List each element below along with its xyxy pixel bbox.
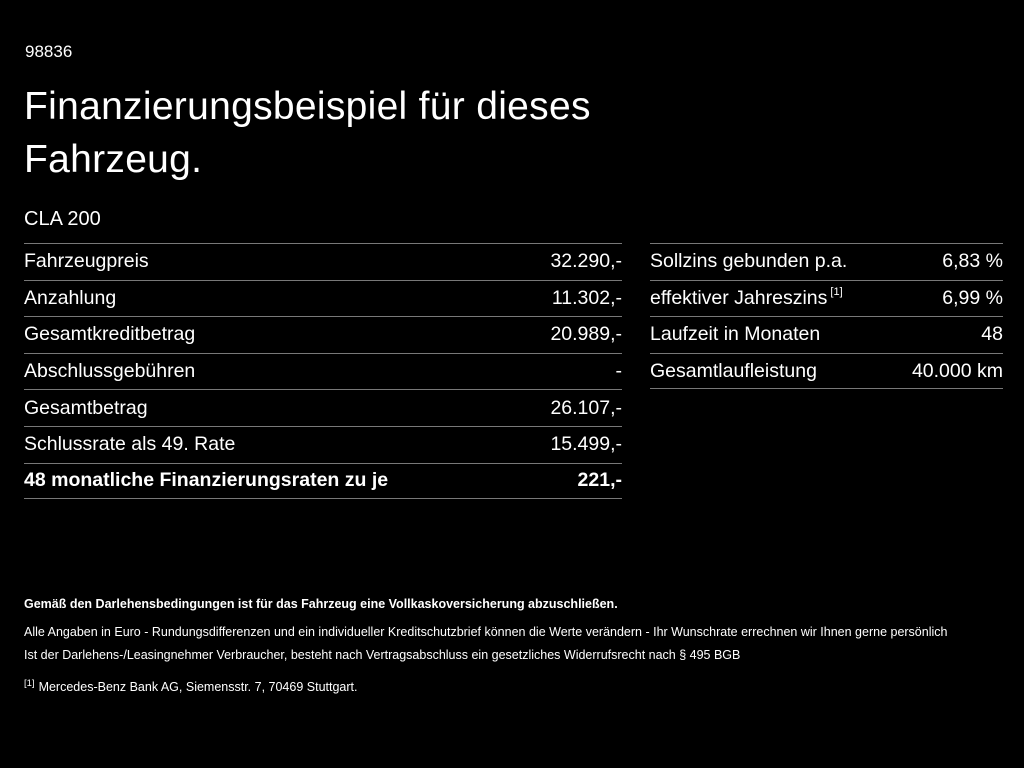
table-row-schlussrate: Schlussrate als 49. Rate 15.499,-: [24, 425, 622, 463]
row-value: -: [615, 360, 623, 383]
row-label: effektiver Jahreszins [1]: [650, 286, 843, 309]
row-label: Gesamtkreditbetrag: [24, 323, 196, 346]
row-label: Laufzeit in Monaten: [650, 323, 821, 346]
row-label: Gesamtlaufleistung: [650, 359, 817, 382]
row-label: Gesamtbetrag: [24, 396, 148, 419]
table-row-monatsrate: 48 monatliche Finanzierungsraten zu je 2…: [24, 462, 622, 500]
row-value: 20.989,-: [550, 323, 622, 346]
row-label: 48 monatliche Finanzierungsraten zu je: [24, 469, 389, 492]
row-label: Sollzins gebunden p.a.: [650, 250, 848, 273]
reference-number: 98836: [25, 42, 73, 61]
vehicle-model: CLA 200: [24, 208, 101, 230]
table-row-laufzeit: Laufzeit in Monaten 48: [650, 316, 1003, 353]
conditions-table: Sollzins gebunden p.a. 6,83 % effektiver…: [650, 243, 1003, 390]
row-value: 6,83 %: [942, 250, 1003, 273]
row-label: Anzahlung: [24, 286, 117, 309]
row-value: 40.000 km: [911, 359, 1003, 382]
row-value: 32.290,-: [550, 250, 622, 273]
row-label: Schlussrate als 49. Rate: [24, 433, 236, 456]
table-row-abschlussgebuehren: Abschlussgebühren -: [24, 352, 623, 390]
table-row-gesamtlaufleistung: Gesamtlaufleistung 40.000 km: [650, 352, 1003, 390]
row-value: 15.499,-: [550, 433, 622, 456]
row-value: 48: [981, 323, 1003, 346]
row-value: 221,-: [577, 469, 622, 492]
footnote-ref-text: Mercedes-Benz Bank AG, Siemensstr. 7, 70…: [38, 680, 358, 695]
page-title: Finanzierungsbeispiel für dieses Fahrzeu…: [24, 80, 591, 186]
insurance-note: Gemäß den Darlehensbedingungen ist für d…: [24, 597, 618, 611]
disclaimer-line1: Alle Angaben in Euro - Rundungsdifferenz…: [24, 625, 948, 639]
bank-reference: [1] Mercedes-Benz Bank AG, Siemensstr. 7,…: [24, 672, 994, 699]
footnote-ref-marker: [1]: [24, 678, 35, 689]
row-value: 11.302,-: [551, 286, 622, 309]
table-row-effektiver-jahreszins: effektiver Jahreszins [1] 6,99 %: [650, 279, 1003, 317]
page-title-line1: Finanzierungsbeispiel für dieses: [24, 85, 591, 128]
table-row-gesamtkreditbetrag: Gesamtkreditbetrag 20.989,-: [24, 316, 622, 353]
row-label: Fahrzeugpreis: [24, 250, 149, 273]
disclaimer-line2: Ist der Darlehens-/Leasingnehmer Verbrau…: [24, 648, 741, 662]
footnotes: Gemäß den Darlehensbedingungen ist für d…: [24, 593, 994, 699]
table-row-fahrzeugpreis: Fahrzeugpreis 32.290,-: [24, 243, 622, 280]
row-label: Abschlussgebühren: [24, 360, 196, 383]
page-title-line2: Fahrzeug.: [24, 138, 203, 181]
row-value: 26.107,-: [550, 396, 622, 419]
table-row-sollzins: Sollzins gebunden p.a. 6,83 %: [650, 243, 1003, 280]
table-row-anzahlung: Anzahlung 11.302,-: [24, 279, 622, 317]
footnote-marker: [1]: [830, 286, 843, 299]
finance-table: Fahrzeugpreis 32.290,- Anzahlung 11.302,…: [24, 243, 623, 500]
row-value: 6,99 %: [942, 286, 1003, 309]
table-row-gesamtbetrag: Gesamtbetrag 26.107,-: [24, 389, 622, 426]
